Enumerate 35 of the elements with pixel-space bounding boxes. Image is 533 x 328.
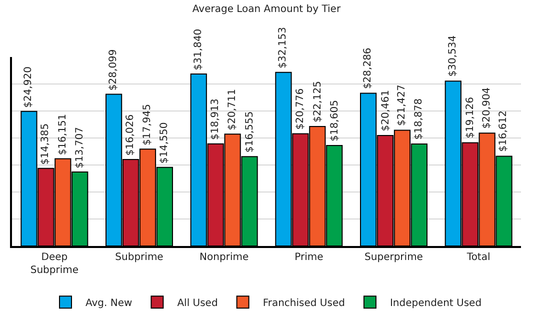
data-label: $28,286 <box>362 48 374 90</box>
x-tick-label: Superprime <box>364 252 423 263</box>
x-tick-label: Prime <box>294 252 324 263</box>
data-label: $16,151 <box>58 114 69 156</box>
data-label: $18,605 <box>329 100 340 142</box>
legend-label: Franchised Used <box>262 298 345 309</box>
chart-title: Average Loan Amount by Tier <box>192 4 342 15</box>
data-label: $14,550 <box>158 122 170 164</box>
data-label: $21,427 <box>396 84 408 126</box>
data-label: $17,945 <box>142 104 154 146</box>
data-label: $19,126 <box>464 96 476 138</box>
x-tick-label: Subprime <box>115 252 164 263</box>
data-label: $24,920 <box>23 66 34 108</box>
data-label: $31,840 <box>193 28 204 70</box>
data-label: $16,026 <box>124 114 136 156</box>
x-tick-label: Total <box>466 252 490 263</box>
data-label: $16,612 <box>498 110 510 152</box>
legend-label: All Used <box>177 298 218 309</box>
data-label: $20,711 <box>226 88 238 130</box>
data-label: $28,099 <box>108 49 120 91</box>
data-label: $16,555 <box>244 111 256 153</box>
data-label: $20,776 <box>295 88 306 130</box>
data-label: $18,878 <box>414 98 425 140</box>
legend-label: Independent Used <box>390 298 482 309</box>
data-label: $32,153 <box>278 26 289 68</box>
x-tick-label: Nonprime <box>200 252 249 263</box>
x-tick-label: Deep Subprime <box>30 252 79 276</box>
data-label: $14,385 <box>40 123 52 165</box>
legend-label: Avg. New <box>86 298 132 309</box>
data-label: $13,707 <box>74 126 86 168</box>
data-label: $18,913 <box>210 98 222 140</box>
data-label: $30,534 <box>448 35 459 77</box>
data-label: $22,125 <box>312 81 324 122</box>
data-label: $20,461 <box>380 90 392 132</box>
data-label: $20,904 <box>481 87 492 129</box>
